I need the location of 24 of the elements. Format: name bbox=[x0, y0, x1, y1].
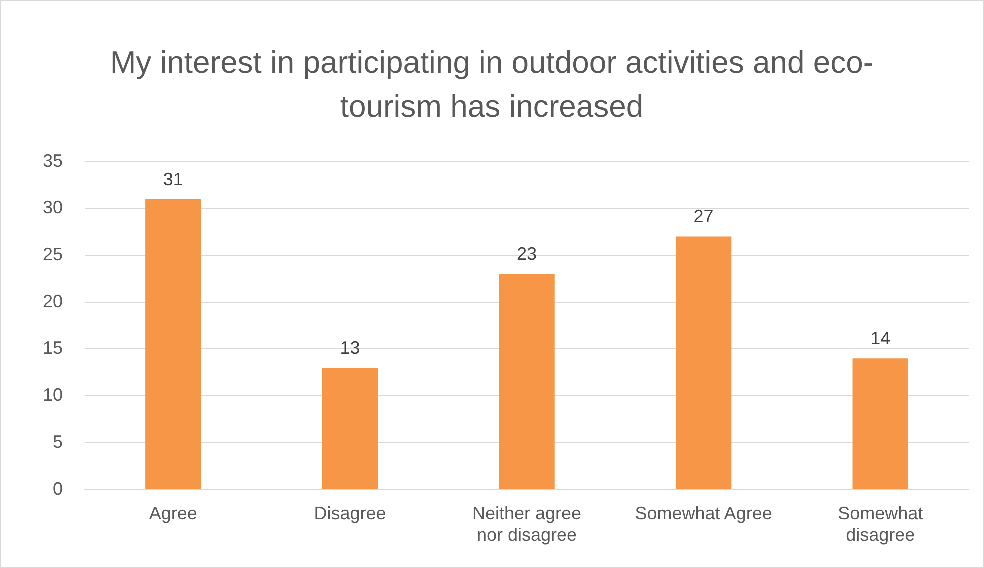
x-tick-label: Neither agree nor disagree bbox=[472, 504, 582, 546]
data-label: 27 bbox=[694, 206, 714, 227]
data-label: 13 bbox=[340, 338, 360, 358]
x-tick-label: Agree bbox=[149, 504, 198, 524]
y-tick-label: 0 bbox=[53, 478, 64, 499]
x-tick-label: Somewhat Agree bbox=[635, 504, 772, 524]
y-tick-label: 5 bbox=[53, 432, 64, 452]
data-label: 31 bbox=[163, 169, 184, 190]
y-tick-label: 20 bbox=[42, 291, 64, 312]
chart-title: My interest in participating in outdoor activities and eco-tourism has increased bbox=[109, 44, 875, 126]
data-label: 14 bbox=[870, 328, 891, 349]
x-tick-label: Somewhat disagree bbox=[838, 504, 924, 546]
y-tick-label: 30 bbox=[42, 198, 64, 218]
y-tick-label: 35 bbox=[42, 150, 64, 171]
data-label: 23 bbox=[516, 244, 538, 264]
x-tick-label: Disagree bbox=[314, 504, 386, 524]
bar bbox=[676, 236, 732, 490]
y-tick-label: 10 bbox=[42, 385, 64, 406]
y-tick-label: 15 bbox=[42, 338, 64, 358]
bar bbox=[852, 358, 908, 490]
y-tick-label: 25 bbox=[42, 244, 64, 264]
bar bbox=[499, 274, 555, 490]
bar bbox=[146, 199, 202, 490]
bar bbox=[322, 368, 378, 490]
